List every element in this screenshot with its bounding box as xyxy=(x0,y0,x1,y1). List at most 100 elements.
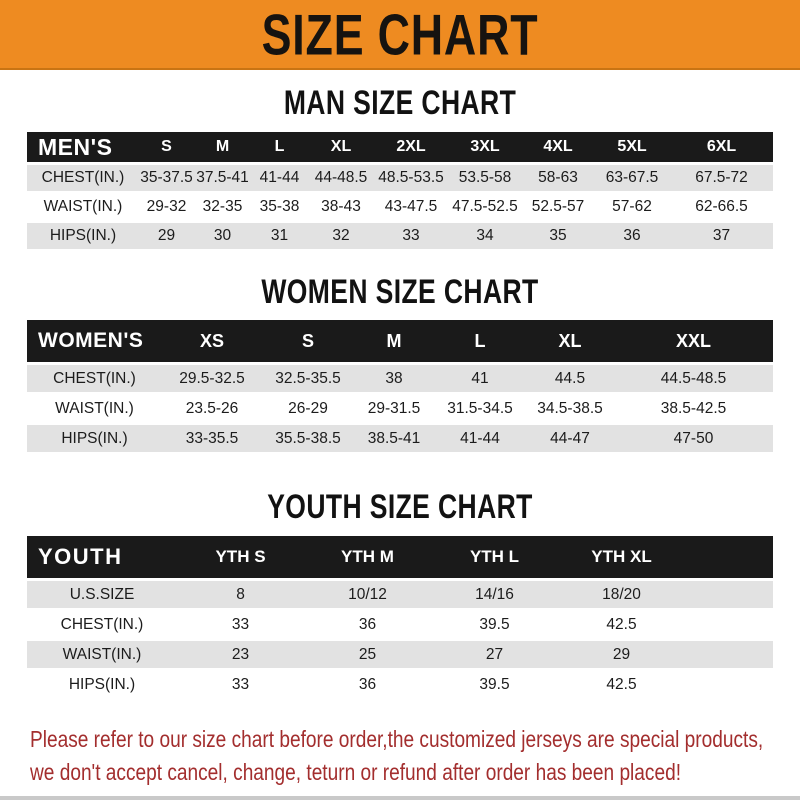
men-size-header: L xyxy=(251,132,308,162)
men-value-cell: 47.5-52.5 xyxy=(448,194,522,220)
men-value-cell: 29-32 xyxy=(139,194,194,220)
women-value-cell: 26-29 xyxy=(262,395,354,422)
youth-value-cell: 10/12 xyxy=(304,581,431,608)
youth-value-cell: 18/20 xyxy=(558,581,685,608)
men-value-cell: 48.5-53.5 xyxy=(374,165,448,191)
youth-value-cell xyxy=(685,641,773,668)
order-notice: Please refer to our size chart before or… xyxy=(30,723,800,789)
women-row-label: WAIST(IN.) xyxy=(27,395,162,422)
men-value-cell: 52.5-57 xyxy=(522,194,594,220)
women-size-header: L xyxy=(434,320,526,362)
men-value-cell: 29 xyxy=(139,223,194,249)
men-size-table: MEN'S S M L XL 2XL 3XL 4XL 5XL 6XL CHEST(IN.) 35-3… xyxy=(27,129,773,252)
men-value-cell: 41-44 xyxy=(251,165,308,191)
men-value-cell: 35-37.5 xyxy=(139,165,194,191)
notice-line-2: we don't accept cancel, change, teturn o… xyxy=(30,759,682,785)
women-value-cell: 35.5-38.5 xyxy=(262,425,354,452)
youth-row-label: U.S.SIZE xyxy=(27,581,177,608)
youth-header-row: YOUTH YTH S YTH M YTH L YTH XL xyxy=(27,536,773,578)
women-value-cell: 41 xyxy=(434,365,526,392)
men-value-cell: 36 xyxy=(594,223,670,249)
men-size-header: 6XL xyxy=(670,132,773,162)
men-value-cell: 35-38 xyxy=(251,194,308,220)
youth-value-cell: 14/16 xyxy=(431,581,558,608)
women-value-cell: 34.5-38.5 xyxy=(526,395,614,422)
men-value-cell: 32-35 xyxy=(194,194,251,220)
youth-value-cell: 39.5 xyxy=(431,611,558,638)
youth-value-cell: 39.5 xyxy=(431,671,558,698)
women-value-cell: 29-31.5 xyxy=(354,395,434,422)
men-value-cell: 53.5-58 xyxy=(448,165,522,191)
women-value-cell: 47-50 xyxy=(614,425,773,452)
men-value-cell: 33 xyxy=(374,223,448,249)
men-measure-row: HIPS(IN.) 29 30 31 32 33 34 35 36 37 xyxy=(27,223,773,249)
women-value-cell: 29.5-32.5 xyxy=(162,365,262,392)
women-row-label: HIPS(IN.) xyxy=(27,425,162,452)
men-value-cell: 34 xyxy=(448,223,522,249)
men-value-cell: 38-43 xyxy=(308,194,374,220)
men-size-header: XL xyxy=(308,132,374,162)
women-value-cell: 44.5-48.5 xyxy=(614,365,773,392)
men-measure-row: CHEST(IN.) 35-37.5 37.5-41 41-44 44-48.5 48.5… xyxy=(27,165,773,191)
women-value-cell: 44.5 xyxy=(526,365,614,392)
youth-size-header: YTH XL xyxy=(558,536,685,578)
women-value-cell: 32.5-35.5 xyxy=(262,365,354,392)
men-value-cell: 58-63 xyxy=(522,165,594,191)
youth-value-cell: 27 xyxy=(431,641,558,668)
youth-value-cell: 29 xyxy=(558,641,685,668)
men-measure-row: WAIST(IN.) 29-32 32-35 35-38 38-43 43-47.5 47.… xyxy=(27,194,773,220)
youth-value-cell xyxy=(685,611,773,638)
youth-row-label: CHEST(IN.) xyxy=(27,611,177,638)
men-size-header: 3XL xyxy=(448,132,522,162)
youth-size-header: YTH S xyxy=(177,536,304,578)
men-size-header: S xyxy=(139,132,194,162)
women-row-label: CHEST(IN.) xyxy=(27,365,162,392)
youth-value-cell: 33 xyxy=(177,611,304,638)
women-value-cell: 33-35.5 xyxy=(162,425,262,452)
men-section-heading: MAN SIZE CHART xyxy=(283,84,517,122)
youth-value-cell: 42.5 xyxy=(558,611,685,638)
women-table-label: WOMEN'S xyxy=(27,320,162,362)
women-size-header: M xyxy=(354,320,434,362)
youth-value-cell: 33 xyxy=(177,671,304,698)
women-measure-row: CHEST(IN.) 29.5-32.5 32.5-35.5 38 41 44.5 44.5… xyxy=(27,365,773,392)
men-row-label: CHEST(IN.) xyxy=(27,165,139,191)
women-value-cell: 41-44 xyxy=(434,425,526,452)
notice-line-1: Please refer to our size chart before or… xyxy=(30,726,764,752)
youth-value-cell xyxy=(685,581,773,608)
women-measure-row: HIPS(IN.) 33-35.5 35.5-38.5 38.5-41 41-44 44-… xyxy=(27,425,773,452)
men-table-label: MEN'S xyxy=(27,132,139,162)
men-value-cell: 37.5-41 xyxy=(194,165,251,191)
youth-value-cell: 23 xyxy=(177,641,304,668)
men-value-cell: 63-67.5 xyxy=(594,165,670,191)
youth-value-cell: 8 xyxy=(177,581,304,608)
youth-section-heading: YOUTH SIZE CHART xyxy=(267,488,533,526)
youth-value-cell: 42.5 xyxy=(558,671,685,698)
youth-value-cell: 36 xyxy=(304,671,431,698)
women-size-header: XL xyxy=(526,320,614,362)
youth-row-label: HIPS(IN.) xyxy=(27,671,177,698)
men-value-cell: 35 xyxy=(522,223,594,249)
men-size-header: 4XL xyxy=(522,132,594,162)
men-value-cell: 43-47.5 xyxy=(374,194,448,220)
youth-table-label: YOUTH xyxy=(27,536,177,578)
men-header-row: MEN'S S M L XL 2XL 3XL 4XL 5XL 6XL xyxy=(27,132,773,162)
youth-value-cell: 25 xyxy=(304,641,431,668)
youth-value-cell: 36 xyxy=(304,611,431,638)
men-value-cell: 37 xyxy=(670,223,773,249)
men-value-cell: 62-66.5 xyxy=(670,194,773,220)
women-section-heading: WOMEN SIZE CHART xyxy=(261,273,539,311)
youth-value-cell xyxy=(685,671,773,698)
youth-size-table: YOUTH YTH S YTH M YTH L YTH XL U.S.SIZE 8 10/1… xyxy=(27,533,773,701)
women-header-row: WOMEN'S XS S M L XL XXL xyxy=(27,320,773,362)
men-value-cell: 67.5-72 xyxy=(670,165,773,191)
men-value-cell: 31 xyxy=(251,223,308,249)
women-value-cell: 31.5-34.5 xyxy=(434,395,526,422)
men-value-cell: 32 xyxy=(308,223,374,249)
women-size-header: S xyxy=(262,320,354,362)
youth-size-header: YTH M xyxy=(304,536,431,578)
women-value-cell: 38.5-42.5 xyxy=(614,395,773,422)
men-size-header: M xyxy=(194,132,251,162)
men-value-cell: 30 xyxy=(194,223,251,249)
women-value-cell: 23.5-26 xyxy=(162,395,262,422)
